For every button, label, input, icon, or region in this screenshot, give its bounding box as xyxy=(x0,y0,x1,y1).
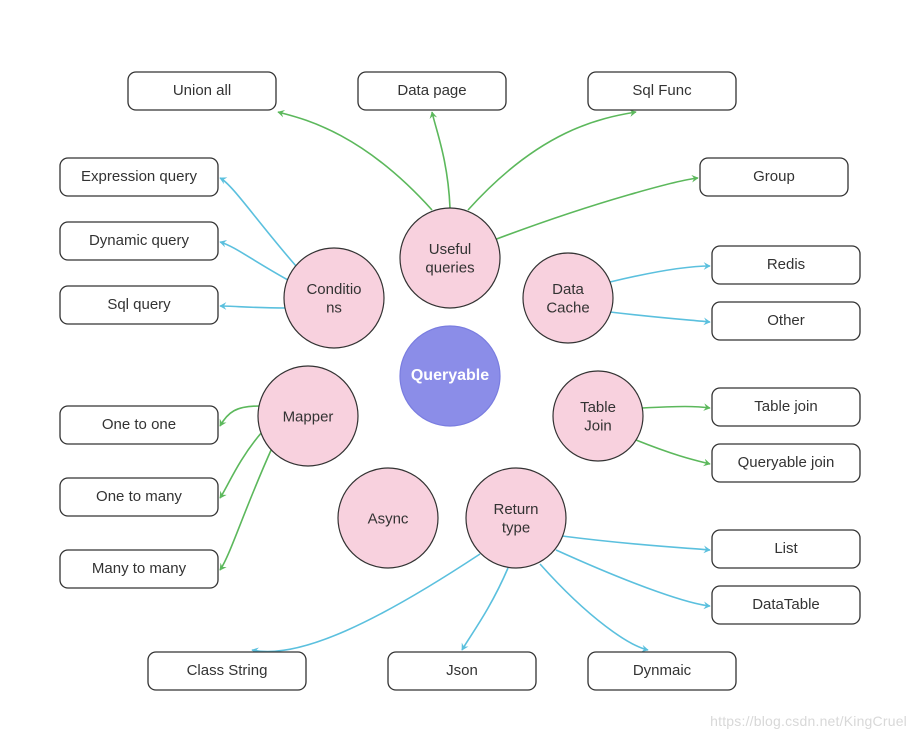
center-node: Queryable xyxy=(400,326,500,426)
diagram-svg: Union all Data page Sql Func Group Expressio… xyxy=(0,0,919,739)
edge-conditions-to-sql_query xyxy=(220,306,286,308)
rect-label-sql_func: Sql Func xyxy=(632,82,692,99)
rect-table_join_r: Table join xyxy=(712,388,860,426)
circle-tablejoin: TableJoin xyxy=(553,371,643,461)
rect-label-one_many: One to many xyxy=(96,488,182,505)
circle-datacache: DataCache xyxy=(523,253,613,343)
rect-union_all: Union all xyxy=(128,72,276,110)
rect-label-table_join_r: Table join xyxy=(754,398,817,415)
rect-label-list: List xyxy=(774,540,798,557)
edge-conditions-to-expr_query xyxy=(220,178,296,266)
rect-label-queryable_join: Queryable join xyxy=(738,454,835,471)
rect-label-dynmaic: Dynmaic xyxy=(633,662,692,679)
rect-json: Json xyxy=(388,652,536,690)
rect-list: List xyxy=(712,530,860,568)
edge-mapper-to-one_one xyxy=(220,406,260,426)
edge-tablejoin-to-queryable_join xyxy=(636,440,710,464)
rect-dyn_query: Dynamic query xyxy=(60,222,218,260)
circles-layer: Usefulqueries DataCache TableJoin Returntyp… xyxy=(258,208,643,568)
rect-label-dyn_query: Dynamic query xyxy=(89,232,190,249)
edge-returntype-to-class_string xyxy=(252,554,480,652)
rect-datatable: DataTable xyxy=(712,586,860,624)
circle-label-mapper: Mapper xyxy=(283,408,334,425)
edge-useful-to-union_all xyxy=(278,112,432,210)
rect-class_string: Class String xyxy=(148,652,306,690)
rect-queryable_join: Queryable join xyxy=(712,444,860,482)
rect-dynmaic: Dynmaic xyxy=(588,652,736,690)
rect-sql_query: Sql query xyxy=(60,286,218,324)
rect-sql_func: Sql Func xyxy=(588,72,736,110)
circle-async: Async xyxy=(338,468,438,568)
edge-conditions-to-dyn_query xyxy=(220,242,288,280)
rect-many_many: Many to many xyxy=(60,550,218,588)
edge-returntype-to-json xyxy=(462,568,508,650)
edge-datacache-to-other xyxy=(610,312,710,322)
edge-tablejoin-to-table_join_r xyxy=(642,407,710,409)
rect-other: Other xyxy=(712,302,860,340)
circle-useful: Usefulqueries xyxy=(400,208,500,308)
rect-label-class_string: Class String xyxy=(187,662,268,679)
circle-label-useful: Usefulqueries xyxy=(425,241,474,277)
rect-expr_query: Expression query xyxy=(60,158,218,196)
rect-group: Group xyxy=(700,158,848,196)
edge-returntype-to-dynmaic xyxy=(540,564,648,650)
rect-label-many_many: Many to many xyxy=(92,560,187,577)
rect-label-expr_query: Expression query xyxy=(81,168,197,185)
rect-label-data_page: Data page xyxy=(397,82,466,99)
rect-data_page: Data page xyxy=(358,72,506,110)
edge-datacache-to-redis xyxy=(610,266,710,282)
edge-useful-to-group xyxy=(494,178,698,240)
rect-label-other: Other xyxy=(767,312,805,329)
edge-useful-to-sql_func xyxy=(468,112,636,210)
circle-label-async: Async xyxy=(368,510,409,527)
circle-mapper: Mapper xyxy=(258,366,358,466)
rect-label-group: Group xyxy=(753,168,795,185)
rect-label-json: Json xyxy=(446,662,478,679)
rect-label-one_one: One to one xyxy=(102,416,176,433)
rect-label-datatable: DataTable xyxy=(752,596,820,613)
circle-conditions: Conditions xyxy=(284,248,384,348)
edge-mapper-to-many_many xyxy=(220,448,272,570)
edge-useful-to-data_page xyxy=(432,112,450,208)
circle-label-datacache: DataCache xyxy=(546,281,589,317)
circle-label-tablejoin: TableJoin xyxy=(580,399,616,435)
center-label: Queryable xyxy=(411,367,489,384)
rect-redis: Redis xyxy=(712,246,860,284)
rect-label-union_all: Union all xyxy=(173,82,231,99)
rect-one_one: One to one xyxy=(60,406,218,444)
edge-returntype-to-list xyxy=(562,536,710,550)
rect-one_many: One to many xyxy=(60,478,218,516)
circle-returntype: Returntype xyxy=(466,468,566,568)
edge-mapper-to-one_many xyxy=(220,432,262,498)
watermark-text: https://blog.csdn.net/KingCruel xyxy=(710,713,907,729)
edge-returntype-to-datatable xyxy=(556,550,710,606)
rect-label-sql_query: Sql query xyxy=(107,296,171,313)
rect-label-redis: Redis xyxy=(767,256,805,273)
